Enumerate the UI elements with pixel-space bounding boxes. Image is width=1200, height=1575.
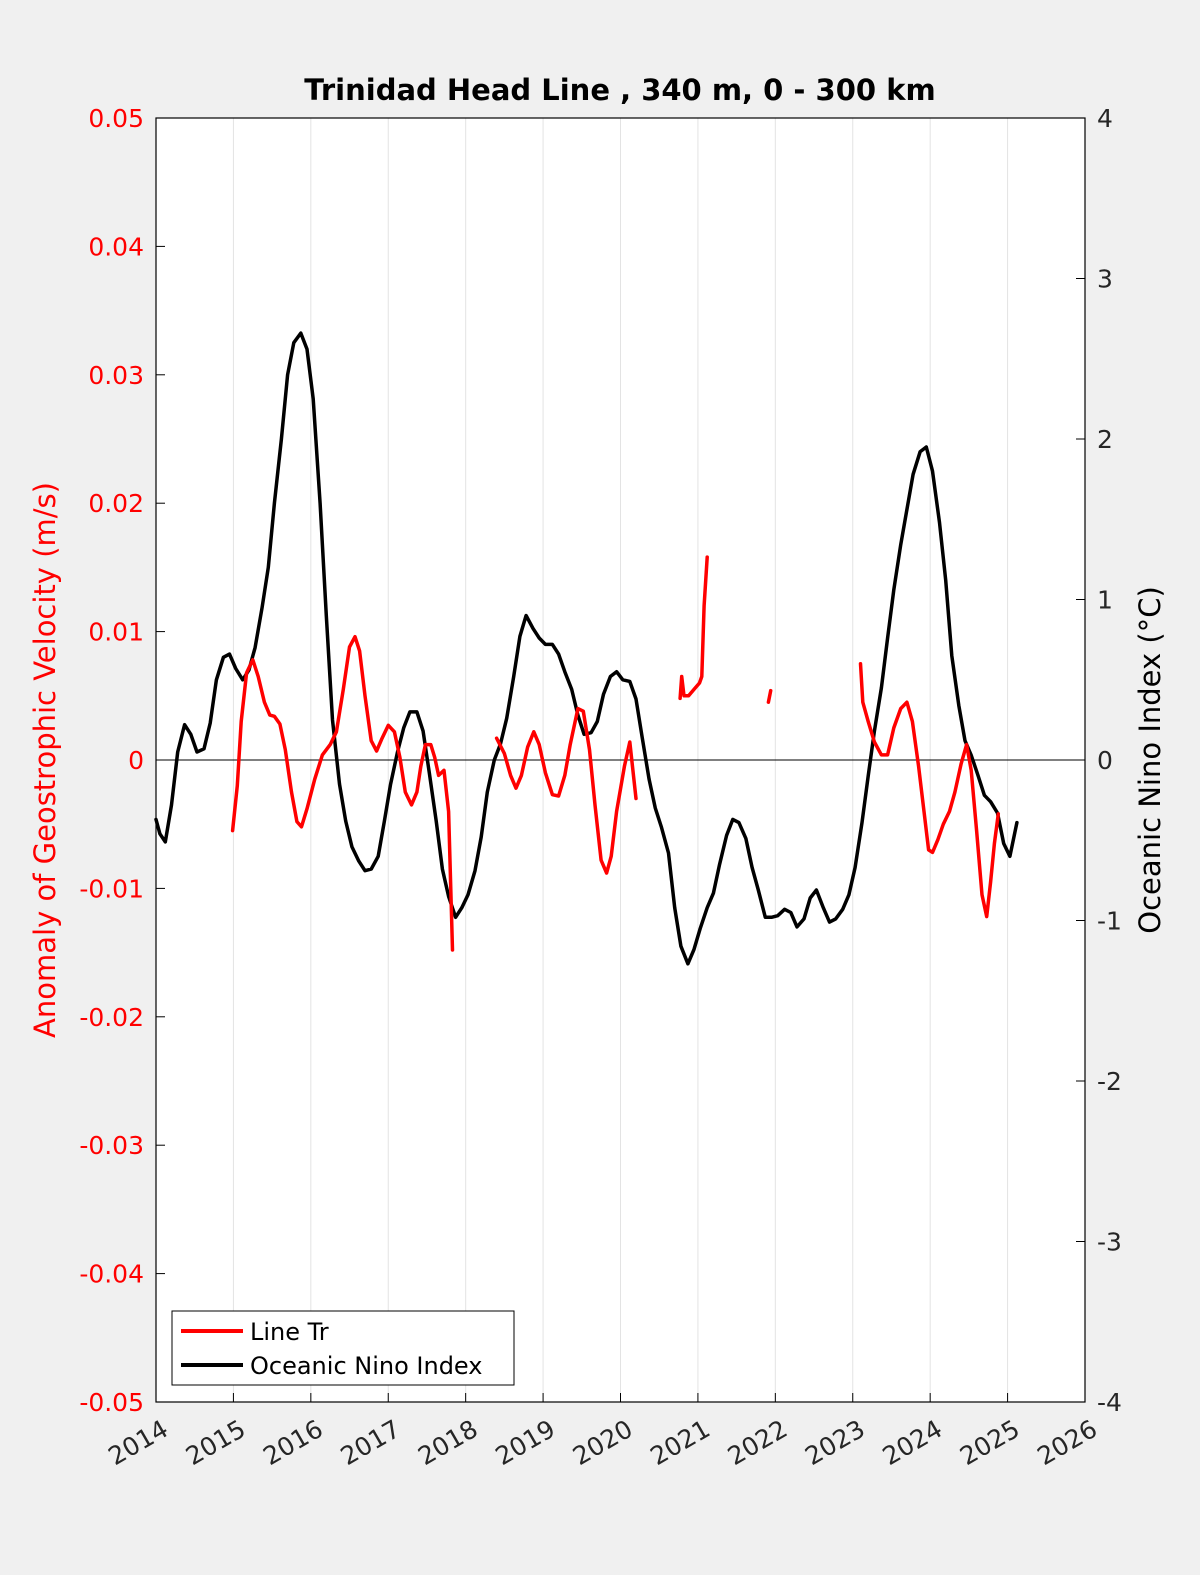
y-right-tick-label: 2 [1097,425,1113,454]
y-right-tick-label: 4 [1097,104,1113,133]
y-right-tick-label: -1 [1097,907,1122,936]
y-right-tick-label: -3 [1097,1228,1122,1257]
y-right-tick-label: -4 [1097,1388,1122,1417]
y-left-tick-label: 0.04 [88,232,144,261]
y-axis-left: 0.05 0.04 0.03 0.02 0.01 0 -0.01 -0.02 -0.03 -0.0… [79,104,165,1417]
y-left-tick-label: -0.02 [79,1003,144,1032]
series-oceanic-nino-index-segment-0 [154,331,1019,966]
series-line-tr-segment-3 [766,688,773,704]
series-line-tr-segment-2 [678,555,709,701]
y-axis-left-title: Anomaly of Geostrophic Velocity (m/s) [28,482,62,1038]
y-left-tick-label: 0.01 [88,618,144,647]
legend-label-line-tr: Line Tr [250,1318,329,1346]
series-line-tr-segment-0 [230,634,455,952]
y-left-tick-label: 0.05 [88,104,144,133]
legend-box [171,1310,515,1386]
y-left-tick-label: -0.03 [79,1131,144,1160]
legend-label-oni: Oceanic Nino Index [250,1352,482,1380]
y-left-tick-label: 0.02 [88,489,144,518]
y-left-tick-label: -0.04 [79,1260,144,1289]
y-right-tick-label: 0 [1097,746,1113,775]
y-axis-right-title: Oceanic Nino Index (°C) [1133,586,1167,934]
y-left-tick-label: 0 [128,746,144,775]
y-right-tick-label: 1 [1097,586,1113,615]
y-right-tick-label: -2 [1097,1067,1122,1096]
series-layer [154,331,1019,966]
y-axis-right: 4 3 2 1 0 -1 -2 -3 -4 [1076,104,1122,1417]
y-right-tick-label: 3 [1097,265,1113,294]
y-left-tick-label: 0.03 [88,361,144,390]
legend: Line Tr Oceanic Nino Index [171,1310,515,1386]
series-line-tr-segment-1 [494,706,638,875]
y-left-tick-label: -0.05 [79,1388,144,1417]
chart-title: Trinidad Head Line , 340 m, 0 - 300 km [304,73,935,107]
y-left-tick-label: -0.01 [79,874,144,903]
series-line-tr-segment-4 [858,661,1001,919]
